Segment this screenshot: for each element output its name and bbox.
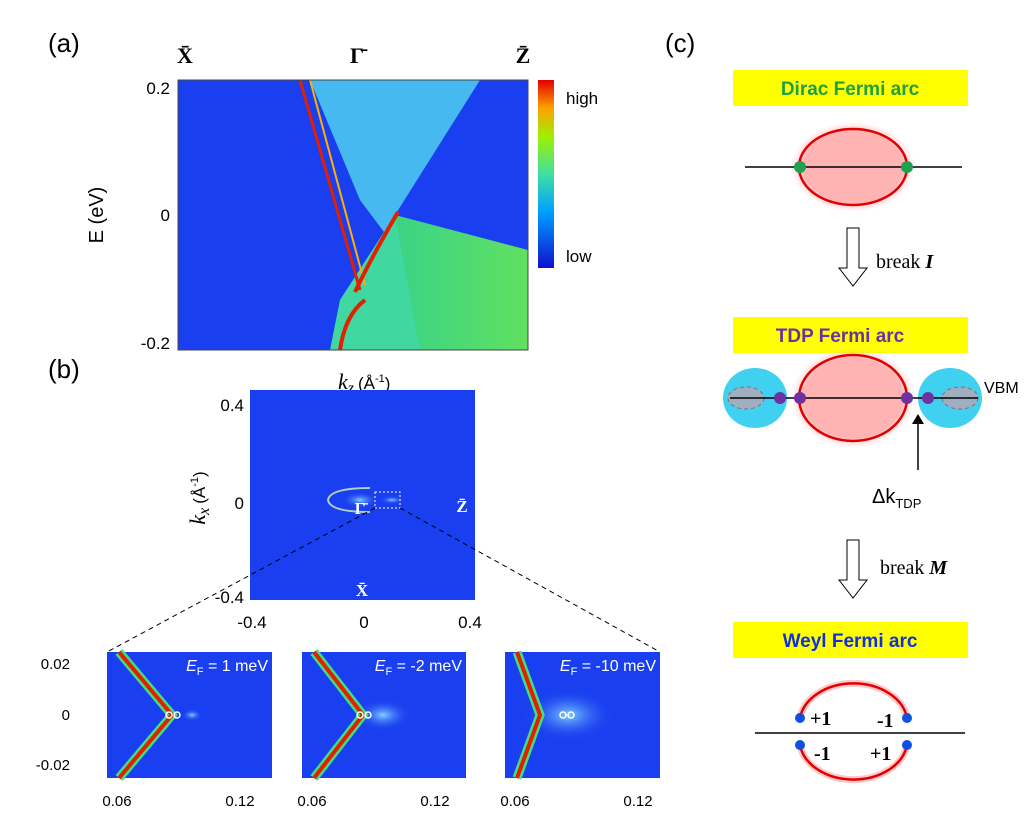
inset: EF = -10 meV bbox=[505, 650, 660, 780]
y-axis-label: kx(Å-1) bbox=[185, 471, 213, 524]
inset: EF = -2 meV bbox=[302, 649, 466, 781]
panel-label: (b) bbox=[48, 354, 80, 384]
x-tick-label: 0 bbox=[359, 613, 368, 632]
y-tick-label: -0.4 bbox=[215, 588, 244, 607]
chirality: +1 bbox=[810, 708, 831, 730]
k-point: X̄ bbox=[177, 43, 193, 68]
y-axis-label: E (eV) bbox=[86, 187, 108, 244]
k-point: Z̄ bbox=[516, 43, 531, 68]
y-tick-label: 0 bbox=[161, 206, 170, 225]
colorbar-label: low bbox=[566, 247, 592, 266]
x-tick-label: 0.06 bbox=[500, 793, 529, 810]
x-tick-label: 0.12 bbox=[623, 793, 652, 810]
stage-title: Weyl Fermi arc bbox=[783, 631, 918, 652]
x-tick-label: 0.06 bbox=[102, 793, 131, 810]
zoom-box bbox=[374, 491, 401, 509]
x-tick-label: 0.06 bbox=[297, 793, 326, 810]
y-tick-label: 0.4 bbox=[220, 396, 244, 415]
label-box bbox=[733, 317, 968, 353]
x-tick-label: 0.12 bbox=[225, 793, 254, 810]
chirality: -1 bbox=[814, 743, 831, 765]
plot-frame bbox=[177, 79, 529, 351]
step-label: break I bbox=[876, 251, 934, 273]
vbm-label: VBM bbox=[984, 380, 1019, 397]
y-tick-label: 0 bbox=[235, 494, 244, 513]
x-tick-label: -0.4 bbox=[237, 613, 266, 632]
spectrum bbox=[178, 80, 528, 350]
inset: EF = 1 meV bbox=[107, 649, 272, 781]
y-tick-label: -0.02 bbox=[36, 757, 70, 774]
x-tick-label: 0.4 bbox=[458, 613, 482, 632]
panel-label: (c) bbox=[665, 28, 695, 58]
step-label: break M bbox=[880, 557, 948, 579]
k-point: Z̄ bbox=[456, 497, 467, 516]
label-box bbox=[733, 70, 968, 106]
chirality: +1 bbox=[870, 743, 891, 765]
panel-label: (a) bbox=[48, 28, 80, 58]
inset-label: EF = -10 meV bbox=[560, 658, 656, 678]
k-point: Γ̄ bbox=[355, 499, 369, 518]
x-tick-label: 0.12 bbox=[420, 793, 449, 810]
chirality: -1 bbox=[877, 710, 894, 732]
y-tick-label: 0.02 bbox=[41, 656, 70, 673]
inset-label: EF = -2 meV bbox=[375, 658, 463, 678]
x-axis-label: kz (Å-1) bbox=[338, 369, 390, 397]
inset-label: EF = 1 meV bbox=[186, 658, 268, 678]
insets: EF = 1 meV 0.06 0.12 EF = -2 meV 0.06 0.12 EF … bbox=[102, 649, 660, 810]
k-point: Γ̄ bbox=[350, 43, 368, 68]
y-tick-label: 0 bbox=[62, 707, 70, 724]
k-point: X̄ bbox=[356, 581, 369, 600]
y-tick-label: -0.2 bbox=[141, 334, 170, 353]
label-box bbox=[733, 622, 968, 658]
colorbar bbox=[538, 80, 554, 268]
y-tick-label: 0.2 bbox=[146, 79, 170, 98]
stage-title: Dirac Fermi arc bbox=[781, 79, 920, 100]
delta-label: ΔkTDP bbox=[872, 486, 921, 511]
colorbar-label: high bbox=[566, 89, 598, 108]
stage-title: TDP Fermi arc bbox=[776, 326, 905, 347]
